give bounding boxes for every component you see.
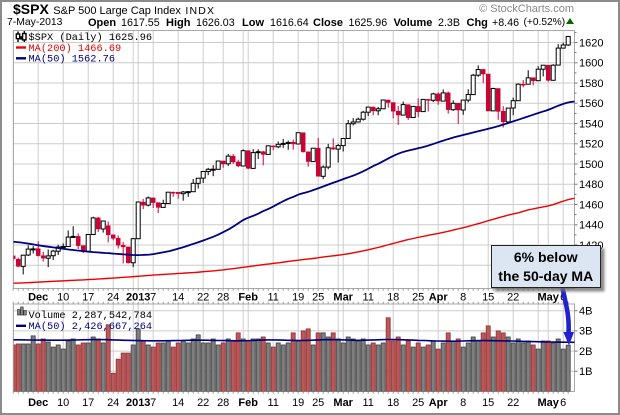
svg-text:18: 18 — [387, 292, 399, 304]
svg-text:$SPX (Daily) 1625.96: $SPX (Daily) 1625.96 — [29, 32, 153, 44]
svg-text:1580: 1580 — [579, 78, 603, 90]
svg-text:May: May — [537, 292, 559, 304]
svg-text:1520: 1520 — [579, 139, 603, 151]
svg-text:8: 8 — [460, 397, 466, 409]
svg-text:1440: 1440 — [579, 220, 603, 232]
svg-text:14: 14 — [172, 397, 184, 409]
svg-text:Apr: Apr — [429, 292, 449, 304]
svg-text:11: 11 — [362, 292, 373, 304]
svg-text:Mar: Mar — [333, 292, 353, 304]
svg-text:3B: 3B — [579, 326, 592, 338]
svg-text:Apr: Apr — [429, 397, 449, 409]
svg-text:6: 6 — [560, 397, 566, 409]
svg-text:1560: 1560 — [579, 98, 603, 110]
svg-text:15: 15 — [482, 292, 494, 304]
svg-text:1620: 1620 — [579, 37, 603, 49]
svg-text:Volume 2,287,542,784: Volume 2,287,542,784 — [29, 310, 153, 322]
svg-text:1B: 1B — [579, 366, 592, 378]
svg-text:28: 28 — [217, 397, 229, 409]
svg-text:Feb: Feb — [238, 292, 258, 304]
svg-text:17: 17 — [82, 292, 94, 304]
svg-text:11: 11 — [267, 292, 278, 304]
svg-text:2B: 2B — [579, 346, 592, 358]
svg-text:1500: 1500 — [579, 159, 603, 171]
svg-text:18: 18 — [387, 397, 399, 409]
svg-text:1480: 1480 — [579, 179, 603, 191]
svg-text:10: 10 — [57, 292, 69, 304]
svg-text:25: 25 — [312, 292, 324, 304]
svg-text:Feb: Feb — [238, 397, 258, 409]
svg-text:22: 22 — [507, 397, 519, 409]
svg-text:24: 24 — [107, 292, 119, 304]
svg-text:2013: 2013 — [126, 397, 150, 409]
svg-text:22: 22 — [197, 292, 209, 304]
svg-text:7: 7 — [150, 292, 156, 304]
svg-text:25: 25 — [312, 397, 324, 409]
svg-text:25: 25 — [412, 397, 424, 409]
svg-text:1460: 1460 — [579, 199, 603, 211]
svg-text:7: 7 — [150, 397, 156, 409]
svg-text:2013: 2013 — [126, 292, 150, 304]
svg-text:11: 11 — [362, 397, 373, 409]
svg-text:MA(200) 1466.69: MA(200) 1466.69 — [29, 43, 122, 55]
svg-text:25: 25 — [412, 292, 424, 304]
svg-text:10: 10 — [57, 397, 69, 409]
svg-text:14: 14 — [172, 292, 184, 304]
svg-text:MA(50) 2,426,667,264: MA(50) 2,426,667,264 — [29, 321, 153, 333]
svg-text:22: 22 — [507, 292, 519, 304]
svg-text:Dec: Dec — [28, 292, 48, 304]
svg-text:28: 28 — [217, 292, 229, 304]
svg-text:17: 17 — [82, 397, 94, 409]
svg-text:19: 19 — [292, 397, 304, 409]
svg-text:24: 24 — [107, 397, 119, 409]
svg-text:8: 8 — [460, 292, 466, 304]
svg-text:MA(50) 1562.76: MA(50) 1562.76 — [29, 54, 116, 66]
svg-text:1540: 1540 — [579, 118, 603, 130]
svg-text:11: 11 — [267, 397, 278, 409]
svg-text:19: 19 — [292, 292, 304, 304]
svg-text:22: 22 — [197, 397, 209, 409]
svg-text:Dec: Dec — [28, 397, 48, 409]
svg-text:May: May — [537, 397, 559, 409]
svg-text:Mar: Mar — [333, 397, 353, 409]
svg-text:1600: 1600 — [579, 58, 603, 70]
svg-text:4B: 4B — [579, 306, 592, 318]
svg-text:15: 15 — [482, 397, 494, 409]
